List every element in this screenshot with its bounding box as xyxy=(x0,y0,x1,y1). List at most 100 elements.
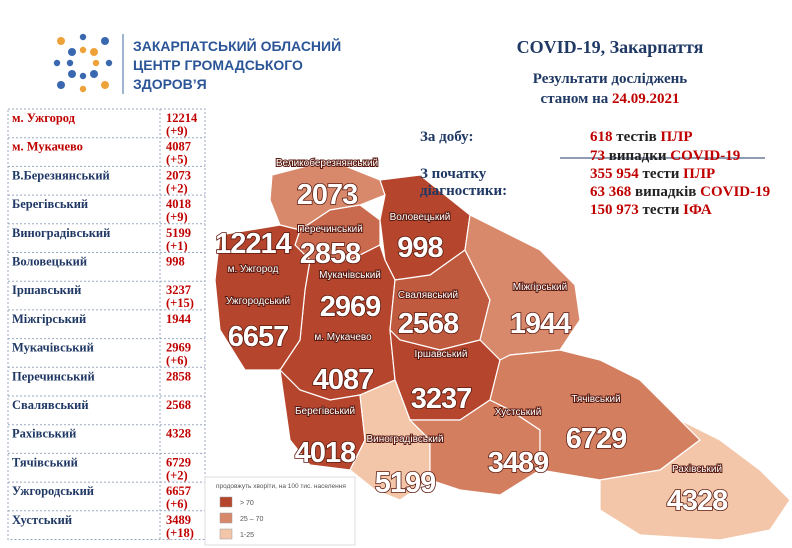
new-cases: (+6) xyxy=(166,497,188,511)
logo-dot xyxy=(101,37,109,45)
logo-dot xyxy=(68,70,76,78)
legend-swatch xyxy=(219,528,233,540)
new-cases: (+9) xyxy=(166,124,188,138)
region-name: Воловецький xyxy=(12,255,87,269)
new-cases: (+2) xyxy=(166,181,188,195)
table: м. Ужгород 12214(+9)м. Мукачево 4087(+5)В.… xyxy=(7,108,206,540)
total-label: діагностики: xyxy=(420,183,507,199)
region xyxy=(349,379,431,501)
logo-dot xyxy=(57,37,65,45)
logo-dot xyxy=(66,59,74,67)
legend-label: 1-25 xyxy=(240,532,254,539)
logo-dot xyxy=(79,33,87,41)
title: COVID-19, Закарпаття xyxy=(517,37,704,57)
region-name: Перечинський xyxy=(12,369,95,383)
total-cases: 12214 xyxy=(166,111,198,125)
region-value: 3237 xyxy=(411,383,472,415)
logo-dot xyxy=(57,81,65,89)
city-label: м. Ужгород xyxy=(228,264,279,275)
region-label: Великоберезнянський xyxy=(276,157,378,169)
stat-what: ПЛР xyxy=(683,166,715,182)
stat-line: 618 тестів ПЛР xyxy=(590,129,693,145)
total-cases: 2969 xyxy=(166,341,191,355)
table-border xyxy=(7,108,206,540)
stat-what: COVID-19 xyxy=(700,184,770,200)
stat-what: ПЛР xyxy=(661,129,693,145)
region-value: 3489 xyxy=(488,447,549,479)
legend-swatch xyxy=(219,512,233,524)
region-value: 2969 xyxy=(320,291,381,323)
region-value: 998 xyxy=(397,232,443,264)
region-value: 5199 xyxy=(375,467,436,499)
total-cases: 2568 xyxy=(166,398,191,412)
org-name: ЗАКАРПАТСЬКИЙ ОБЛАСНИЙ xyxy=(133,37,341,54)
total-cases: 4087 xyxy=(166,140,191,154)
total-label: З початку xyxy=(420,166,487,182)
region-name: Міжгірський xyxy=(12,312,86,326)
region-label: Міжгірський xyxy=(513,282,567,293)
logo: ЗАКАРПАТСЬКИЙ ОБЛАСНИЙ ЦЕНТР ГРОМАДСЬКОГ… xyxy=(53,33,341,94)
region-name: м. Ужгород xyxy=(12,111,76,125)
new-cases: (+9) xyxy=(166,210,188,224)
daily-label: За добу: xyxy=(420,129,473,145)
stat-what: COVID-19 xyxy=(670,148,740,164)
new-cases: (+6) xyxy=(166,354,188,368)
total-cases: 3237 xyxy=(166,283,191,297)
region-label: Свалявський xyxy=(398,290,458,301)
region-label: Мукачівський xyxy=(319,270,381,281)
logo-dot xyxy=(105,59,113,67)
stat-count: 355 954 xyxy=(590,166,643,182)
total-cases: 2073 xyxy=(166,168,191,182)
region-label: Іршавський xyxy=(415,349,468,360)
region-name: м. Мукачево xyxy=(12,140,83,154)
stat-unit: тести xyxy=(643,166,684,182)
legend-title: продовжуть хворіти, на 100 тис. населенн… xyxy=(216,482,346,490)
region-name: Мукачівський xyxy=(12,341,94,355)
date-line: станом на 24.09.2021 xyxy=(541,91,680,107)
legend-swatch xyxy=(219,496,233,508)
region-value: 2568 xyxy=(398,308,459,340)
subtitle: Результати досліджень xyxy=(533,71,688,87)
logo-dot xyxy=(79,46,87,54)
city-value: 4087 xyxy=(313,364,374,396)
logo-dot xyxy=(92,59,100,67)
legend-label: 25 – 70 xyxy=(240,516,263,523)
region-value: 2073 xyxy=(297,179,358,211)
region xyxy=(599,419,791,541)
total-cases: 6729 xyxy=(166,455,191,469)
new-cases: (+1) xyxy=(166,239,188,253)
region-label: Тячівський xyxy=(571,394,620,405)
new-cases: (+18) xyxy=(166,526,194,540)
region-name: Ужгородський xyxy=(12,484,94,498)
region-label: Перечинський xyxy=(297,224,363,235)
region-label: Берегівський xyxy=(295,406,355,417)
region-label: Ужгородський xyxy=(226,296,290,307)
region-value: 6657 xyxy=(228,321,289,353)
region-label: Хустський xyxy=(495,407,542,418)
region-name: Свалявський xyxy=(12,398,89,412)
stat-what: ІФА xyxy=(683,202,712,218)
city-value: 12214 xyxy=(215,228,292,260)
total-cases: 2858 xyxy=(166,369,191,383)
stat-unit: випадки xyxy=(609,148,671,164)
stat-unit: випадків xyxy=(635,184,700,200)
new-cases: (+2) xyxy=(166,468,188,482)
stat-count: 150 973 xyxy=(590,202,643,218)
region-name: Іршавський xyxy=(12,283,81,297)
region-label: Виноградівський xyxy=(366,434,443,445)
total-cases: 1944 xyxy=(166,312,192,326)
legend-label: > 70 xyxy=(240,500,254,507)
stat-count: 63 368 xyxy=(590,184,635,200)
stat-line: 73 випадки COVID-19 xyxy=(590,148,740,164)
stat-line: 150 973 тести ІФА xyxy=(590,202,712,218)
stat-line: 63 368 випадків COVID-19 xyxy=(590,184,770,200)
new-cases: (+15) xyxy=(166,296,194,310)
total-cases: 6657 xyxy=(166,484,191,498)
region-name: В.Березнянський xyxy=(12,168,110,182)
logo-dot xyxy=(101,81,109,89)
stat-unit: тестів xyxy=(616,129,660,145)
region-value: 4018 xyxy=(295,437,356,469)
city-label: м. Мукачево xyxy=(314,332,372,343)
stats: За добу: З початку діагностики: 618 тест… xyxy=(420,129,770,218)
